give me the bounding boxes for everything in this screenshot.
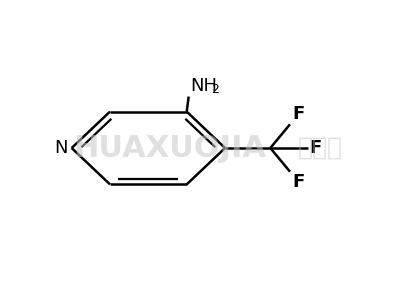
- Text: F: F: [310, 139, 322, 157]
- Text: 化学加: 化学加: [298, 136, 343, 160]
- Text: F: F: [292, 105, 304, 123]
- Text: 2: 2: [211, 83, 219, 96]
- Text: HUAXUOJIA: HUAXUOJIA: [73, 133, 267, 163]
- Text: N: N: [54, 139, 68, 157]
- Text: F: F: [292, 173, 304, 191]
- Text: NH: NH: [191, 77, 217, 95]
